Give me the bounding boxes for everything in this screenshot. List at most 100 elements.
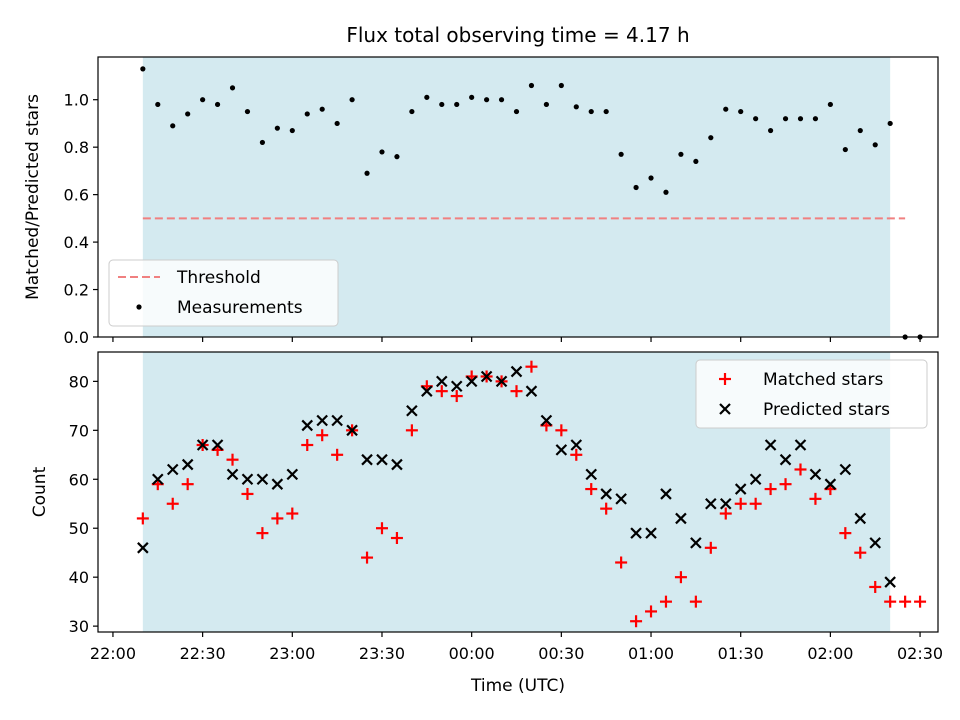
- predicted-star-point: [301, 419, 314, 432]
- x-tick-label: 22:30: [180, 644, 226, 663]
- matched-star-point: [405, 424, 418, 437]
- predicted-star-point: [256, 473, 269, 486]
- predicted-star-point: [540, 414, 553, 427]
- matched-star-point: [734, 497, 747, 510]
- predicted-star-point: [346, 424, 358, 437]
- predicted-star-point: [271, 478, 284, 490]
- y-tick-label: 80: [69, 372, 89, 391]
- measurement-point: [648, 175, 654, 181]
- y-tick-label: 0.8: [64, 138, 89, 157]
- matched-star-point: [764, 483, 777, 496]
- measurement-point: [543, 101, 549, 108]
- measurement-point: [304, 111, 310, 117]
- measurement-point: [259, 139, 266, 146]
- top-axes-frame: [97, 56, 939, 338]
- matched-star-point: [450, 390, 463, 403]
- measurement-point: [753, 116, 759, 122]
- legend-matched-swatch: [719, 373, 731, 385]
- top-y-ticks: 0.0 0.2 0.4 0.6 0.8 1.0: [64, 91, 98, 347]
- x-tick-label: 01:00: [628, 644, 674, 663]
- measurement-point: [229, 85, 236, 91]
- predicted-star-point: [181, 458, 194, 471]
- top-panel: 0.0 0.2 0.4 0.6 0.8 1.0 Flux total observing …: [23, 23, 939, 347]
- bottom-y-axis-label: Count: [30, 466, 50, 517]
- y-tick-label: 0.6: [64, 186, 89, 205]
- predicted-star-point: [196, 439, 209, 451]
- predicted-star-point: [450, 380, 463, 393]
- measurement-point: [603, 108, 609, 115]
- predicted-star-point: [794, 439, 807, 451]
- measurement-point: [214, 101, 221, 108]
- predicted-star-point: [749, 473, 762, 486]
- bottom-x-ticks: 22:00 22:30 23:00 23:30 00:00 00:30 01:00 01:30…: [90, 632, 943, 663]
- predicted-star-point: [660, 488, 672, 500]
- matched-star-point: [241, 487, 254, 500]
- predicted-star-point: [152, 473, 164, 486]
- measurement-point: [484, 97, 490, 103]
- predicted-star-point: [286, 468, 299, 481]
- predicted-star-point: [376, 453, 388, 466]
- matched-star-point: [226, 453, 239, 466]
- measurement-point: [738, 108, 744, 115]
- matched-star-point: [525, 360, 538, 373]
- predicted-star-point: [555, 444, 568, 456]
- top-legend-box: [108, 259, 339, 327]
- matched-star-point: [510, 385, 523, 398]
- x-tick-label: 01:30: [718, 644, 764, 663]
- predicted-star-point: [406, 404, 418, 417]
- measurement-point: [857, 127, 863, 134]
- predicted-star-point: [570, 439, 583, 451]
- predicted-star-point: [690, 537, 702, 549]
- matched-star-point: [899, 595, 912, 608]
- predicted-star-point: [645, 527, 657, 539]
- matched-star-point: [779, 478, 792, 491]
- matched-star-point: [914, 595, 927, 608]
- predicted-star-point: [391, 458, 403, 471]
- matched-star-point: [630, 615, 643, 628]
- predicted-star-point: [630, 527, 642, 539]
- matched-star-point: [136, 512, 149, 525]
- predicted-star-point: [719, 497, 732, 510]
- measurement-point: [244, 108, 251, 115]
- legend-threshold-label: Threshold: [176, 268, 261, 288]
- predicted-star-point: [764, 439, 777, 451]
- matched-star-point: [375, 522, 388, 535]
- bottom-panel: 30 40 50 60 70 80 22:00 22:30 23:00 23:30 00:00 00…: [30, 351, 943, 696]
- x-tick-label: 23:00: [269, 644, 315, 663]
- matched-star-point: [719, 507, 732, 520]
- matched-star-point: [286, 507, 299, 520]
- x-tick-label: 00:00: [449, 644, 495, 663]
- measurement-point: [693, 158, 699, 165]
- predicted-star-point: [435, 375, 448, 388]
- bottom-axes-frame: [97, 351, 939, 633]
- matched-star-point: [166, 497, 179, 510]
- measurement-point: [767, 127, 774, 134]
- measurement-point: [364, 170, 370, 176]
- matched-star-point: [704, 541, 717, 554]
- top-x-ticks: [112, 337, 921, 342]
- measurement-point: [812, 116, 819, 122]
- measurement-point: [827, 101, 833, 108]
- predicted-star-point: [600, 488, 612, 500]
- x-tick-label: 02:30: [897, 644, 943, 663]
- y-tick-label: 70: [69, 421, 89, 440]
- y-tick-label: 1.0: [64, 91, 89, 110]
- legend-matched-label: Matched stars: [763, 370, 883, 390]
- predicted-star-point: [869, 537, 882, 549]
- measurement-point: [439, 101, 445, 108]
- measurement-point: [498, 97, 505, 103]
- y-tick-label: 50: [69, 519, 89, 538]
- measurement-point: [155, 101, 161, 108]
- matched-star-point: [256, 527, 269, 540]
- measurement-point: [200, 97, 206, 103]
- measurement-point: [588, 108, 594, 115]
- measurement-point: [618, 151, 624, 157]
- predicted-star-point: [510, 365, 523, 378]
- measurement-point: [633, 184, 639, 191]
- measurement-point: [379, 149, 385, 155]
- top-legend: Threshold Measurements: [108, 259, 339, 327]
- matched-star-point: [645, 605, 658, 618]
- legend-predicted-label: Predicted stars: [763, 400, 890, 420]
- measurement-point: [319, 106, 325, 112]
- count-points: [136, 360, 927, 628]
